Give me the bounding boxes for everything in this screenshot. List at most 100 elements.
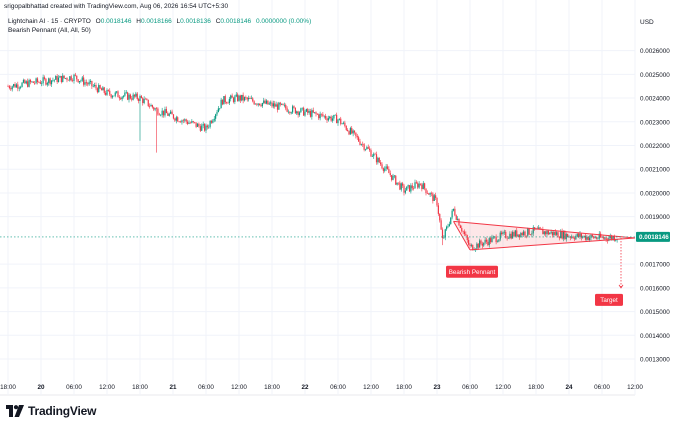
time-axis[interactable]: 18:00 20 06:00 12:00 18:00 21 06:00 12:00 18:00 2…	[0, 384, 643, 391]
candle-body	[219, 108, 221, 109]
candle-body	[231, 95, 233, 98]
candle-body	[35, 78, 37, 84]
candle-body	[296, 111, 298, 114]
candle-body	[551, 231, 554, 236]
currency-label[interactable]: USD	[640, 19, 654, 26]
price-tick-label: 0.0017000	[640, 262, 670, 269]
target-label: Target	[600, 297, 618, 304]
candle-body	[117, 91, 119, 98]
chart-grid	[0, 0, 636, 396]
candle-body	[422, 183, 424, 190]
candle-body	[267, 100, 269, 105]
candle-body	[393, 175, 395, 177]
candle-body	[481, 243, 483, 246]
candle-body	[74, 74, 76, 76]
candle-body	[384, 168, 386, 171]
candle-body	[461, 227, 463, 232]
candle-body	[602, 237, 604, 239]
time-tick-label: 18:00	[528, 384, 544, 391]
indicator-legend[interactable]: Bearish Pennant (All, All, 50)	[8, 27, 91, 34]
candle-body	[454, 208, 456, 216]
candle-body	[235, 94, 237, 97]
time-tick-label: 12:00	[627, 384, 643, 391]
candle-body	[160, 114, 162, 116]
candle-body	[27, 81, 29, 87]
time-tick-label: 06:00	[330, 384, 346, 391]
candle-body	[208, 126, 210, 128]
candle-body	[450, 217, 452, 225]
candle-body	[565, 233, 567, 240]
time-tick-label: 18:00	[0, 384, 16, 391]
candle-body	[360, 144, 362, 145]
candle-body	[135, 93, 137, 97]
candle-body	[88, 81, 90, 85]
candle-body	[356, 135, 358, 138]
pennant-flag-edge[interactable]	[453, 221, 471, 251]
candle-body	[22, 79, 25, 83]
candle-body	[345, 125, 347, 130]
candle-body	[435, 195, 437, 198]
candle-body	[252, 98, 254, 102]
bearish-pennant-pattern[interactable]	[453, 220, 636, 289]
candle-body	[325, 115, 327, 119]
candle-body	[589, 237, 591, 241]
candle-body	[120, 98, 122, 100]
candle-body	[42, 77, 44, 84]
candle-body	[77, 79, 79, 83]
candle-body	[238, 95, 240, 101]
candle-body	[161, 110, 163, 115]
candle-body	[192, 121, 194, 123]
candle-body	[290, 112, 292, 114]
candle-body	[561, 231, 563, 239]
candle-body	[53, 79, 55, 81]
candle-body	[172, 114, 175, 119]
candle-body	[48, 78, 50, 83]
candle-body	[118, 97, 120, 99]
candle-body	[527, 228, 529, 236]
candle-body	[56, 76, 58, 82]
candle-body	[425, 188, 427, 194]
candle-body	[543, 231, 545, 235]
candle-body	[278, 102, 280, 110]
candle-body	[105, 92, 107, 95]
candle-body	[129, 94, 131, 99]
candle-body	[100, 88, 103, 91]
candle-body	[388, 169, 390, 174]
candle-body	[81, 77, 83, 81]
time-tick-label: 21	[169, 384, 177, 391]
pennant-lower-line[interactable]	[469, 237, 636, 251]
candle-body	[392, 175, 394, 180]
tradingview-logo-icon	[6, 405, 24, 417]
candle-body	[395, 175, 397, 185]
candle-body	[303, 107, 305, 116]
candle-body	[136, 93, 138, 100]
candle-body	[549, 232, 551, 235]
candle-body	[293, 106, 295, 108]
pennant-upper-line[interactable]	[453, 220, 636, 239]
candle-body	[344, 122, 346, 126]
candle-body	[7, 86, 9, 87]
candle-body	[305, 109, 307, 112]
candle-body	[124, 92, 126, 96]
candle-body	[484, 239, 486, 243]
candle-body	[253, 101, 255, 105]
candle-body	[347, 129, 349, 132]
candle-body	[14, 84, 16, 88]
high-value: 0.0018166	[140, 18, 172, 25]
candle-body	[196, 123, 199, 127]
candle-body	[20, 86, 22, 88]
candle-body	[580, 233, 582, 238]
candle-body	[352, 130, 354, 134]
candle-body	[282, 103, 284, 106]
candle-body	[62, 75, 64, 82]
candle-body	[545, 231, 547, 235]
price-tick-label: 0.0023000	[640, 119, 670, 126]
candle-body	[485, 239, 488, 242]
open-label: O	[95, 18, 101, 25]
candle-body	[529, 234, 532, 236]
time-tick-label: 12:00	[99, 384, 115, 391]
candle-body	[496, 241, 499, 243]
candle-body	[64, 78, 67, 79]
price-axis[interactable]: 0.0026000 0.0025000 0.0024000 0.0023000 0.00…	[640, 48, 670, 363]
